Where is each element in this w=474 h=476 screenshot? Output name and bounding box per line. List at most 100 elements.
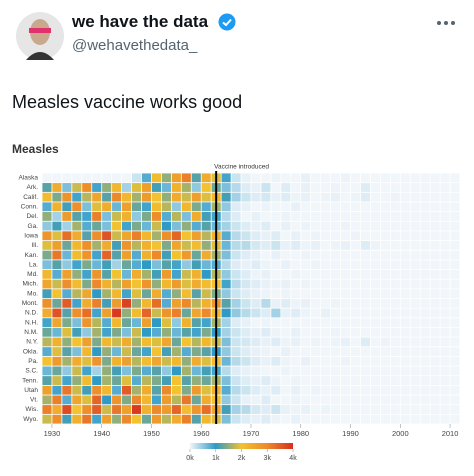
heatmap-cell — [281, 289, 291, 299]
more-menu[interactable] — [436, 20, 456, 26]
heatmap-cell — [440, 289, 450, 299]
y-tick-label: Calif. — [23, 194, 38, 201]
heatmap-cell — [151, 366, 162, 376]
heatmap-cell — [331, 269, 341, 279]
heatmap-cell — [131, 298, 142, 308]
heatmap-cell — [340, 202, 351, 212]
heatmap-cell — [112, 279, 122, 289]
heatmap-cell — [151, 240, 162, 250]
heatmap-cell — [281, 337, 291, 347]
heatmap-cell — [112, 231, 122, 241]
x-tick-label: 1980 — [292, 429, 309, 438]
heatmap-cell — [321, 250, 331, 260]
heatmap-cell — [62, 376, 72, 385]
heatmap-cell — [241, 240, 251, 250]
heatmap-cell — [231, 260, 241, 270]
heatmap-cell — [340, 173, 351, 183]
heatmap-cell — [261, 337, 271, 347]
avatar[interactable] — [10, 6, 70, 66]
heatmap-cell — [281, 385, 291, 395]
heatmap-cell — [450, 183, 460, 192]
heatmap-cell — [72, 395, 82, 405]
heatmap-cell — [201, 173, 211, 183]
heatmap-cell — [410, 385, 420, 395]
heatmap-cell — [400, 327, 410, 337]
heatmap-cell — [420, 173, 430, 183]
heatmap-cell — [102, 173, 112, 183]
heatmap-cell — [400, 347, 410, 357]
heatmap-cell — [151, 337, 162, 347]
heatmap-cell — [122, 269, 132, 279]
heatmap-cell — [62, 347, 72, 357]
heatmap-cell — [321, 202, 331, 212]
heatmap-cell — [271, 356, 281, 366]
heatmap-cell — [151, 327, 162, 337]
heatmap-cell — [92, 337, 102, 347]
heatmap-cell — [171, 212, 181, 221]
heatmap-cell — [271, 269, 281, 279]
heatmap-cell — [122, 318, 132, 328]
heatmap-cell — [410, 405, 420, 414]
heatmap-cell — [251, 212, 261, 221]
heatmap-cell — [390, 212, 400, 221]
heatmap-cell — [112, 414, 122, 424]
heatmap-cell — [350, 212, 361, 221]
heatmap-cell — [390, 327, 400, 337]
heatmap-cell — [430, 347, 440, 357]
heatmap-cell — [52, 279, 62, 289]
heatmap-cell — [251, 192, 261, 202]
heatmap-cell — [72, 289, 82, 299]
heatmap-cell — [231, 337, 241, 347]
heatmap-cell — [390, 183, 400, 192]
y-tick-label: Wis. — [25, 406, 38, 413]
heatmap-cell — [370, 337, 380, 347]
heatmap-cell — [92, 173, 102, 183]
heatmap-cell — [360, 414, 371, 424]
heatmap-cell — [350, 414, 361, 424]
heatmap-cell — [131, 260, 142, 270]
heatmap-cell — [151, 308, 162, 318]
display-name[interactable]: we have the data — [72, 12, 209, 31]
heatmap-cell — [331, 395, 341, 405]
heatmap-cell — [131, 202, 142, 212]
heatmap-cell — [191, 327, 201, 337]
heatmap-cell — [301, 231, 311, 241]
heatmap-cell — [450, 289, 460, 299]
heatmap-cell — [360, 405, 371, 414]
heatmap-cell — [82, 327, 92, 337]
heatmap-cell — [102, 231, 112, 241]
heatmap-cell — [291, 183, 301, 192]
heatmap-cell — [52, 385, 62, 395]
heatmap-cell — [400, 192, 410, 202]
handle[interactable]: @wehavethedata_ — [72, 37, 198, 54]
heatmap-cell — [321, 337, 331, 347]
heatmap-cell — [72, 279, 82, 289]
heatmap-cell — [430, 318, 440, 328]
verified-badge — [218, 13, 236, 31]
heatmap-cell — [390, 376, 400, 385]
heatmap-cell — [440, 173, 450, 183]
heatmap-cell — [340, 260, 351, 270]
heatmap-cell — [261, 385, 271, 395]
heatmap-cell — [390, 231, 400, 241]
heatmap-cell — [450, 414, 460, 424]
heatmap-cell — [112, 260, 122, 270]
heatmap-cell — [82, 202, 92, 212]
heatmap-cell — [131, 183, 142, 192]
heatmap-cell — [191, 376, 201, 385]
heatmap-cell — [141, 221, 152, 231]
heatmap-cell — [92, 356, 102, 366]
heatmap-cell — [440, 269, 450, 279]
heatmap-cell — [370, 192, 380, 202]
heatmap-cell — [450, 356, 460, 366]
heatmap-cell — [340, 405, 351, 414]
heatmap-cell — [92, 240, 102, 250]
heatmap-cell — [291, 260, 301, 270]
heatmap-cell — [271, 250, 281, 260]
heatmap-cell — [311, 173, 321, 183]
heatmap-cell — [420, 366, 430, 376]
heatmap-cell — [360, 318, 371, 328]
heatmap-cell — [271, 405, 281, 414]
heatmap-cell — [141, 356, 152, 366]
